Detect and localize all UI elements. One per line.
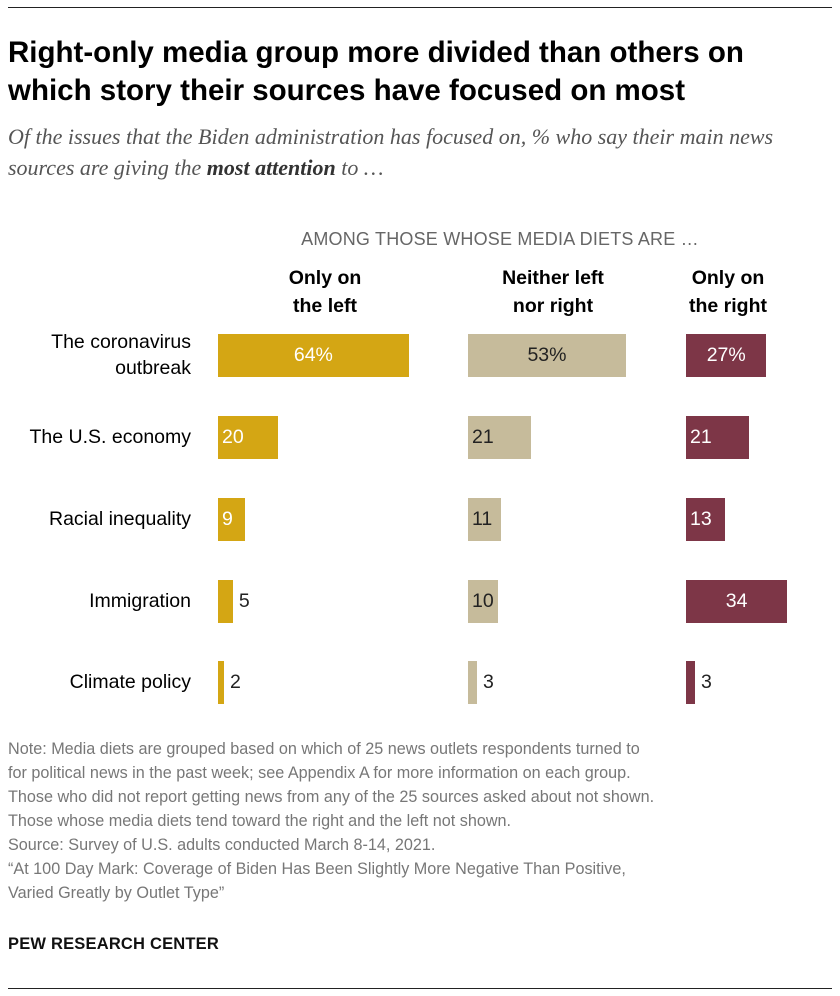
bar-only-on-the-left-racial-inequality — [218, 497, 245, 541]
pew-research-center-logo: PEW RESEARCH CENTER — [8, 935, 219, 953]
bar-only-on-the-left-climate-policy — [218, 660, 224, 704]
subtitle-emphasis: most attention — [206, 155, 336, 180]
category-label-climate-policy: Climate policy — [69, 671, 191, 693]
category-label-the-u-s-economy: The U.S. economy — [29, 426, 191, 448]
category-label-racial-inequality: Racial inequality — [49, 508, 191, 530]
column-header-line: the right — [689, 295, 767, 317]
chart-notes: Note: Media diets are grouped based on w… — [8, 737, 828, 905]
bar-neither-left-nor-right-immigration — [468, 579, 498, 623]
bar-only-on-the-left-the-u-s-economy — [218, 415, 278, 459]
data-label: 3 — [700, 671, 712, 693]
data-label: 21 — [472, 426, 494, 448]
bar-only-on-the-right-racial-inequality — [686, 497, 725, 541]
column-header-only-on-the-left: Only on the left — [225, 264, 425, 320]
category-label-the-coronavirus-outbreak: The coronavirus outbreak — [0, 329, 191, 381]
bar-neither-left-nor-right-racial-inequality — [468, 497, 501, 541]
column-header-line: Only on — [288, 267, 362, 289]
category-label-immigration: Immigration — [89, 590, 191, 612]
data-label: 34 — [725, 590, 748, 612]
column-header-line: nor right — [512, 295, 594, 317]
note-line: for political news in the past week; see… — [8, 764, 631, 782]
data-label: 3 — [482, 671, 494, 693]
bar-neither-left-nor-right-climate-policy — [468, 660, 477, 704]
chart-subtitle: Of the issues that the Biden administrat… — [8, 121, 823, 183]
category-label-line: outbreak — [115, 357, 191, 379]
chart-title: Right-only media group more divided than… — [8, 36, 744, 107]
subtitle-text-1: Of the issues that the Biden administrat… — [8, 124, 774, 180]
data-label: 9 — [222, 508, 233, 530]
bar-only-on-the-left-immigration — [218, 579, 233, 623]
top-rule — [8, 7, 832, 8]
note-line: Those whose media diets tend toward the … — [8, 812, 512, 830]
bar-neither-left-nor-right-the-u-s-economy — [468, 415, 531, 459]
data-label: 53% — [527, 344, 567, 366]
bottom-rule — [8, 988, 832, 989]
report-title-line: Varied Greatly by Outlet Type” — [8, 884, 225, 902]
bar-only-on-the-right-immigration — [686, 579, 788, 623]
source-line: Source: Survey of U.S. adults conducted … — [8, 836, 436, 854]
subtitle-text-2: to … — [335, 155, 384, 180]
bar-only-on-the-left-the-coronavirus-outbreak — [218, 333, 409, 377]
data-label: 2 — [229, 671, 241, 693]
category-label-line: The coronavirus — [51, 331, 191, 353]
bar-only-on-the-right-the-coronavirus-outbreak — [686, 333, 767, 377]
data-label: 11 — [472, 508, 493, 530]
column-header-line: the left — [293, 295, 357, 317]
bar-only-on-the-right-the-u-s-economy — [686, 415, 749, 459]
data-label: 64% — [293, 344, 333, 366]
column-header-line: Only on — [691, 267, 765, 289]
data-label: 13 — [690, 508, 712, 530]
bar-neither-left-nor-right-the-coronavirus-outbreak — [468, 333, 626, 377]
data-label: 5 — [238, 590, 250, 612]
column-header-line: Neither left — [502, 267, 604, 289]
column-header-neither-left-nor-right: Neither left nor right — [453, 264, 653, 320]
bar-only-on-the-right-climate-policy — [686, 660, 695, 704]
report-title-line: “At 100 Day Mark: Coverage of Biden Has … — [8, 860, 626, 878]
note-line: Note: Media diets are grouped based on w… — [8, 740, 640, 758]
data-label: 21 — [690, 426, 712, 448]
group-label: AMONG THOSE WHOSE MEDIA DIETS ARE … — [301, 229, 699, 249]
data-label: 10 — [472, 590, 494, 612]
data-label: 20 — [222, 426, 244, 448]
column-header-only-on-the-right: Only on the right — [628, 264, 828, 320]
note-line: Those who did not report getting news fr… — [8, 788, 655, 806]
data-label: 27% — [706, 344, 746, 366]
